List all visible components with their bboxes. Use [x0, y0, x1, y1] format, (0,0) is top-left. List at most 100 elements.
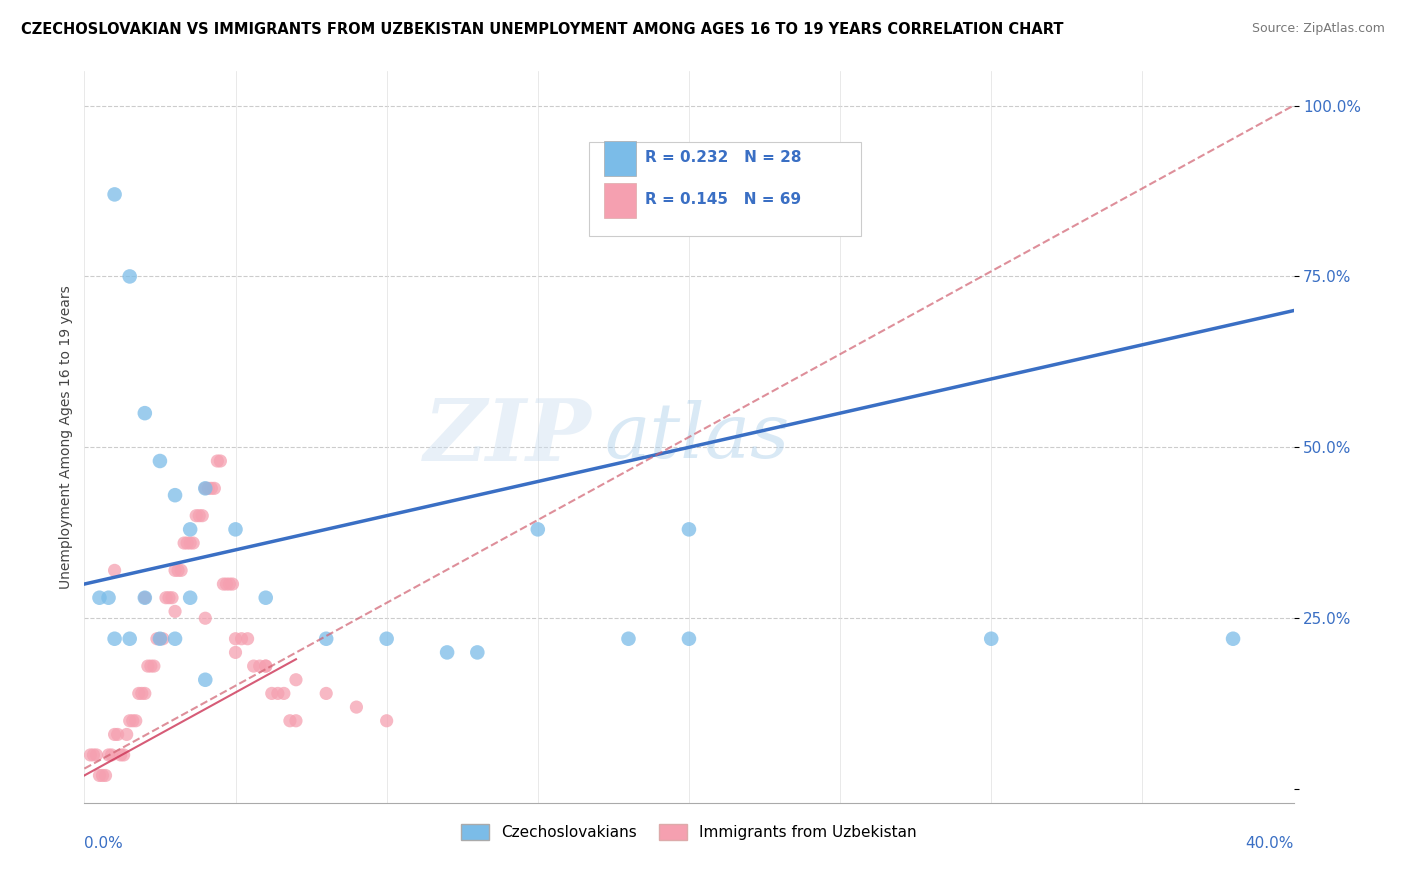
Point	[118, 269, 141, 284]
Text: ZIP: ZIP	[425, 395, 592, 479]
Point	[197, 481, 219, 495]
Point	[110, 747, 132, 762]
Point	[155, 591, 177, 605]
Point	[118, 714, 141, 728]
Point	[179, 591, 201, 605]
Point	[100, 747, 122, 762]
Point	[285, 673, 308, 687]
Point	[221, 577, 243, 591]
Text: CZECHOSLOVAKIAN VS IMMIGRANTS FROM UZBEKISTAN UNEMPLOYMENT AMONG AGES 16 TO 19 Y: CZECHOSLOVAKIAN VS IMMIGRANTS FROM UZBEK…	[21, 22, 1063, 37]
Point	[225, 522, 247, 536]
Point	[1222, 632, 1244, 646]
FancyBboxPatch shape	[589, 143, 860, 235]
Point	[139, 659, 162, 673]
Point	[179, 522, 201, 536]
Point	[152, 632, 174, 646]
Point	[254, 659, 277, 673]
Point	[436, 645, 458, 659]
Point	[107, 727, 129, 741]
Point	[165, 604, 187, 618]
FancyBboxPatch shape	[605, 141, 636, 176]
Point	[249, 659, 271, 673]
Point	[278, 714, 301, 728]
Point	[136, 659, 159, 673]
Point	[218, 577, 240, 591]
Point	[186, 508, 208, 523]
Point	[209, 454, 232, 468]
Point	[467, 645, 489, 659]
Point	[97, 747, 120, 762]
Point	[170, 563, 193, 577]
Point	[194, 481, 217, 495]
Point	[678, 522, 700, 536]
Legend: Czechoslovakians, Immigrants from Uzbekistan: Czechoslovakians, Immigrants from Uzbeki…	[456, 818, 922, 847]
Text: Source: ZipAtlas.com: Source: ZipAtlas.com	[1251, 22, 1385, 36]
Point	[86, 747, 108, 762]
Point	[260, 686, 283, 700]
Point	[225, 645, 247, 659]
Point	[131, 686, 153, 700]
Point	[194, 673, 217, 687]
Point	[89, 591, 111, 605]
Point	[146, 632, 169, 646]
Point	[104, 563, 127, 577]
Point	[527, 522, 550, 536]
Point	[191, 508, 214, 523]
Point	[375, 632, 398, 646]
Point	[176, 536, 198, 550]
Point	[79, 747, 101, 762]
Point	[315, 686, 337, 700]
Point	[267, 686, 290, 700]
Text: R = 0.232   N = 28: R = 0.232 N = 28	[645, 150, 801, 165]
Point	[165, 488, 187, 502]
Point	[242, 659, 264, 673]
FancyBboxPatch shape	[605, 183, 636, 218]
Point	[212, 577, 235, 591]
Point	[194, 611, 217, 625]
Point	[121, 714, 143, 728]
Point	[149, 632, 172, 646]
Point	[149, 632, 172, 646]
Point	[346, 700, 368, 714]
Point	[236, 632, 259, 646]
Point	[215, 577, 238, 591]
Point	[165, 563, 187, 577]
Point	[115, 727, 138, 741]
Point	[188, 508, 211, 523]
Text: 40.0%: 40.0%	[1246, 836, 1294, 851]
Point	[202, 481, 225, 495]
Point	[173, 536, 195, 550]
Point	[315, 632, 337, 646]
Point	[167, 563, 190, 577]
Point	[160, 591, 183, 605]
Point	[112, 747, 135, 762]
Point	[200, 481, 222, 495]
Point	[134, 406, 156, 420]
Point	[980, 632, 1002, 646]
Point	[149, 454, 172, 468]
Text: 0.0%: 0.0%	[84, 836, 124, 851]
Text: R = 0.145   N = 69: R = 0.145 N = 69	[645, 192, 801, 207]
Point	[104, 187, 127, 202]
Point	[225, 632, 247, 646]
Point	[134, 591, 156, 605]
Point	[94, 768, 117, 782]
Point	[194, 481, 217, 495]
Point	[181, 536, 204, 550]
Point	[118, 632, 141, 646]
Point	[128, 686, 150, 700]
Point	[678, 632, 700, 646]
Point	[231, 632, 253, 646]
Point	[134, 591, 156, 605]
Point	[254, 591, 277, 605]
Point	[104, 632, 127, 646]
Point	[254, 659, 277, 673]
Point	[89, 768, 111, 782]
Point	[125, 714, 148, 728]
Point	[273, 686, 295, 700]
Point	[82, 747, 104, 762]
Point	[104, 727, 127, 741]
Text: atlas: atlas	[605, 401, 790, 474]
Point	[285, 714, 308, 728]
Point	[207, 454, 229, 468]
